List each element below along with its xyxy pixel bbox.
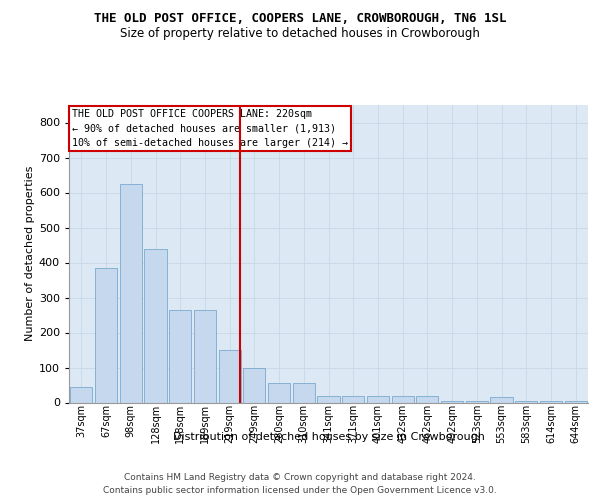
Bar — [119, 184, 142, 402]
Text: Contains HM Land Registry data © Crown copyright and database right 2024.
Contai: Contains HM Land Registry data © Crown c… — [103, 473, 497, 495]
Bar — [466, 401, 488, 402]
Text: THE OLD POST OFFICE, COOPERS LANE, CROWBOROUGH, TN6 1SL: THE OLD POST OFFICE, COOPERS LANE, CROWB… — [94, 12, 506, 26]
Text: Distribution of detached houses by size in Crowborough: Distribution of detached houses by size … — [173, 432, 485, 442]
Bar — [342, 396, 364, 402]
Bar — [367, 396, 389, 402]
Bar — [441, 401, 463, 402]
Y-axis label: Number of detached properties: Number of detached properties — [25, 166, 35, 342]
Bar — [169, 310, 191, 402]
Bar — [268, 383, 290, 402]
Bar — [416, 396, 439, 402]
Bar — [218, 350, 241, 403]
Text: Size of property relative to detached houses in Crowborough: Size of property relative to detached ho… — [120, 28, 480, 40]
Text: THE OLD POST OFFICE COOPERS LANE: 220sqm
← 90% of detached houses are smaller (1: THE OLD POST OFFICE COOPERS LANE: 220sqm… — [71, 110, 347, 148]
Bar — [293, 383, 315, 402]
Bar — [70, 387, 92, 402]
Bar — [540, 401, 562, 402]
Bar — [565, 401, 587, 402]
Bar — [317, 396, 340, 402]
Bar — [515, 401, 538, 402]
Bar — [95, 268, 117, 402]
Bar — [243, 368, 265, 402]
Bar — [145, 248, 167, 402]
Bar — [392, 396, 414, 402]
Bar — [490, 397, 512, 402]
Bar — [194, 310, 216, 402]
